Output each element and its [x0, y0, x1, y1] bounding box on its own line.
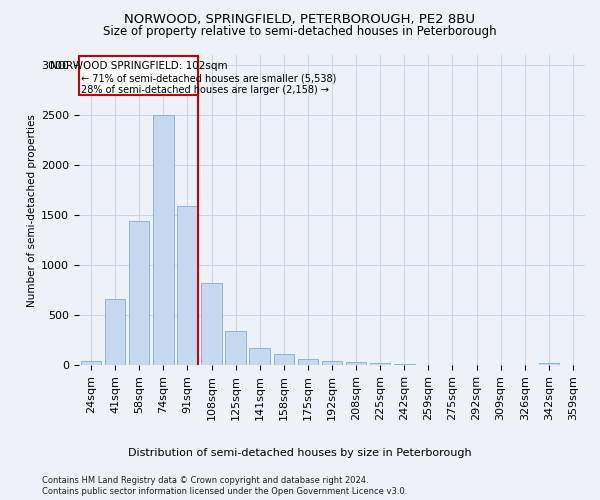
Bar: [515, 364, 535, 365]
Bar: [466, 364, 487, 365]
Bar: [177, 206, 197, 365]
Bar: [129, 221, 149, 365]
Y-axis label: Number of semi-detached properties: Number of semi-detached properties: [27, 114, 37, 306]
Bar: [81, 361, 101, 365]
Bar: [201, 283, 222, 365]
Text: NORWOOD SPRINGFIELD: 102sqm: NORWOOD SPRINGFIELD: 102sqm: [50, 60, 227, 70]
Bar: [250, 348, 270, 365]
Bar: [418, 364, 439, 365]
Bar: [394, 364, 415, 365]
Bar: [442, 364, 463, 365]
Text: Contains HM Land Registry data © Crown copyright and database right 2024.: Contains HM Land Registry data © Crown c…: [42, 476, 368, 485]
Bar: [490, 364, 511, 365]
Text: 28% of semi-detached houses are larger (2,158) →: 28% of semi-detached houses are larger (…: [82, 84, 329, 94]
Text: NORWOOD, SPRINGFIELD, PETERBOROUGH, PE2 8BU: NORWOOD, SPRINGFIELD, PETERBOROUGH, PE2 …: [125, 12, 476, 26]
Text: Distribution of semi-detached houses by size in Peterborough: Distribution of semi-detached houses by …: [128, 448, 472, 458]
Bar: [79, 56, 198, 95]
Bar: [563, 364, 583, 365]
Bar: [298, 358, 318, 365]
Bar: [539, 362, 559, 365]
Bar: [322, 361, 342, 365]
Text: ← 71% of semi-detached houses are smaller (5,538): ← 71% of semi-detached houses are smalle…: [82, 74, 337, 84]
Bar: [274, 354, 294, 365]
Text: Size of property relative to semi-detached houses in Peterborough: Size of property relative to semi-detach…: [103, 25, 497, 38]
Bar: [105, 299, 125, 365]
Text: Contains public sector information licensed under the Open Government Licence v3: Contains public sector information licen…: [42, 488, 407, 496]
Bar: [346, 362, 367, 365]
Bar: [370, 363, 391, 365]
Bar: [226, 330, 246, 365]
Bar: [153, 115, 173, 365]
